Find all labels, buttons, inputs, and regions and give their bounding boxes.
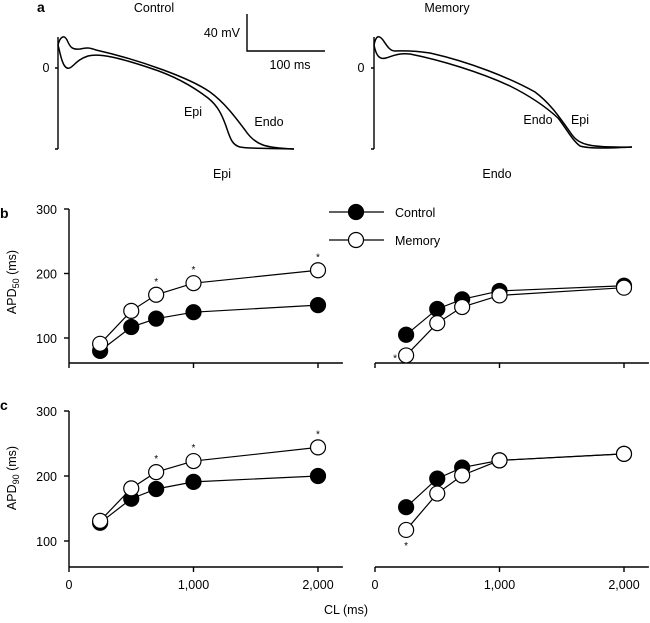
y-tick-label: 200 xyxy=(36,470,57,484)
point-memory xyxy=(615,279,633,296)
point-control xyxy=(429,300,446,318)
chart-b-epi: 100 200 300 * * * xyxy=(36,203,343,368)
y-tick-label: 300 xyxy=(36,405,57,419)
ylabel-apd50: APD50 (ms) xyxy=(5,250,21,314)
point-memory xyxy=(491,452,508,469)
scale-time-label: 100 ms xyxy=(270,58,311,72)
trace-label-control-epi: Epi xyxy=(184,105,202,119)
point-control xyxy=(185,304,202,321)
legend-label-control: Control xyxy=(395,206,435,220)
point-memory xyxy=(185,275,202,292)
memory-title: Memory xyxy=(424,1,470,15)
point-memory xyxy=(185,452,202,470)
point-memory xyxy=(123,480,140,497)
point-control xyxy=(398,326,415,343)
ap-trace-control-epi xyxy=(57,44,295,150)
point-memory xyxy=(92,512,109,529)
significance-marker: * xyxy=(404,541,408,552)
panel-label-b: b xyxy=(0,205,9,221)
control-title: Control xyxy=(134,1,174,15)
x-tick-label: 2,000 xyxy=(608,578,639,592)
ap-trace-memory-epi xyxy=(373,36,633,148)
point-memory xyxy=(309,262,327,279)
point-memory xyxy=(148,286,165,303)
point-memory xyxy=(491,287,508,304)
point-memory xyxy=(123,302,140,320)
x-tick-label: 1,000 xyxy=(484,578,515,592)
zero-label-control: 0 xyxy=(43,61,50,75)
ylabel-apd90: APD90 (ms) xyxy=(5,446,21,510)
significance-marker: * xyxy=(316,429,320,440)
y-tick-label: 100 xyxy=(36,332,57,346)
legend: Control Memory xyxy=(329,203,441,249)
panel-label-c: c xyxy=(0,397,8,413)
chart-b-endo: * xyxy=(374,277,649,368)
point-control xyxy=(123,318,140,336)
point-control xyxy=(185,473,202,490)
point-control xyxy=(148,310,165,327)
ap-trace-control-endo xyxy=(57,36,295,150)
legend-label-memory: Memory xyxy=(395,234,441,248)
point-memory xyxy=(309,439,327,456)
point-control xyxy=(309,297,327,314)
point-memory xyxy=(148,464,165,481)
panel-label-a: a xyxy=(37,0,45,15)
trace-label-memory-endo: Endo xyxy=(523,113,552,127)
trace-label-memory-epi: Epi xyxy=(571,113,589,127)
chart-c-endo: 0 1,000 2,000 * xyxy=(372,445,649,592)
chart-c-epi: 0 1,000 2,000 100 200 300 * * * xyxy=(36,405,343,592)
point-memory xyxy=(454,467,471,484)
significance-marker: * xyxy=(154,277,158,288)
point-memory xyxy=(429,485,446,502)
trace-label-control-endo: Endo xyxy=(254,115,283,129)
point-control xyxy=(309,467,327,485)
significance-marker: * xyxy=(192,265,196,276)
scale-bar xyxy=(246,14,325,52)
y-tick-label: 100 xyxy=(36,535,57,549)
point-memory xyxy=(398,347,415,364)
x-tick-label: 0 xyxy=(66,578,73,592)
point-control xyxy=(148,480,165,498)
significance-marker: * xyxy=(316,252,320,263)
point-memory xyxy=(615,445,633,462)
x-tick-label: 2,000 xyxy=(302,578,333,592)
column-title-endo: Endo xyxy=(482,167,511,181)
legend-marker-control xyxy=(347,203,365,221)
x-tick-label: 1,000 xyxy=(178,578,209,592)
point-control xyxy=(398,499,415,516)
ap-axis-memory xyxy=(371,37,375,150)
zero-label-memory: 0 xyxy=(358,61,365,75)
x-tick-label: 0 xyxy=(372,578,379,592)
significance-marker: * xyxy=(192,443,196,454)
ap-axis-control xyxy=(55,37,59,150)
ap-trace-memory-endo xyxy=(373,44,633,149)
point-memory xyxy=(398,521,415,539)
legend-marker-memory xyxy=(347,231,365,249)
significance-marker: * xyxy=(393,353,397,364)
point-memory xyxy=(429,315,446,332)
point-memory xyxy=(92,335,109,352)
plot-area: 100 200 300 * * * * 0 1,000 2,000 100 200 300 * * * 0 1,0… xyxy=(36,203,649,592)
y-tick-label: 300 xyxy=(36,203,57,217)
y-tick-label: 200 xyxy=(36,268,57,282)
scale-voltage-label: 40 mV xyxy=(204,26,241,40)
significance-marker: * xyxy=(154,454,158,465)
point-control xyxy=(429,470,446,487)
point-memory xyxy=(454,298,471,316)
column-title-epi: Epi xyxy=(213,167,231,181)
xlabel-cl: CL (ms) xyxy=(324,603,368,617)
